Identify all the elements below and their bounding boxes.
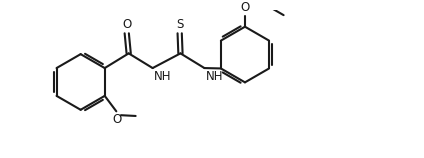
Text: NH: NH <box>206 70 223 83</box>
Text: O: O <box>122 18 131 31</box>
Text: O: O <box>240 1 250 14</box>
Text: NH: NH <box>154 70 172 83</box>
Text: O: O <box>112 113 122 126</box>
Text: S: S <box>176 18 183 31</box>
